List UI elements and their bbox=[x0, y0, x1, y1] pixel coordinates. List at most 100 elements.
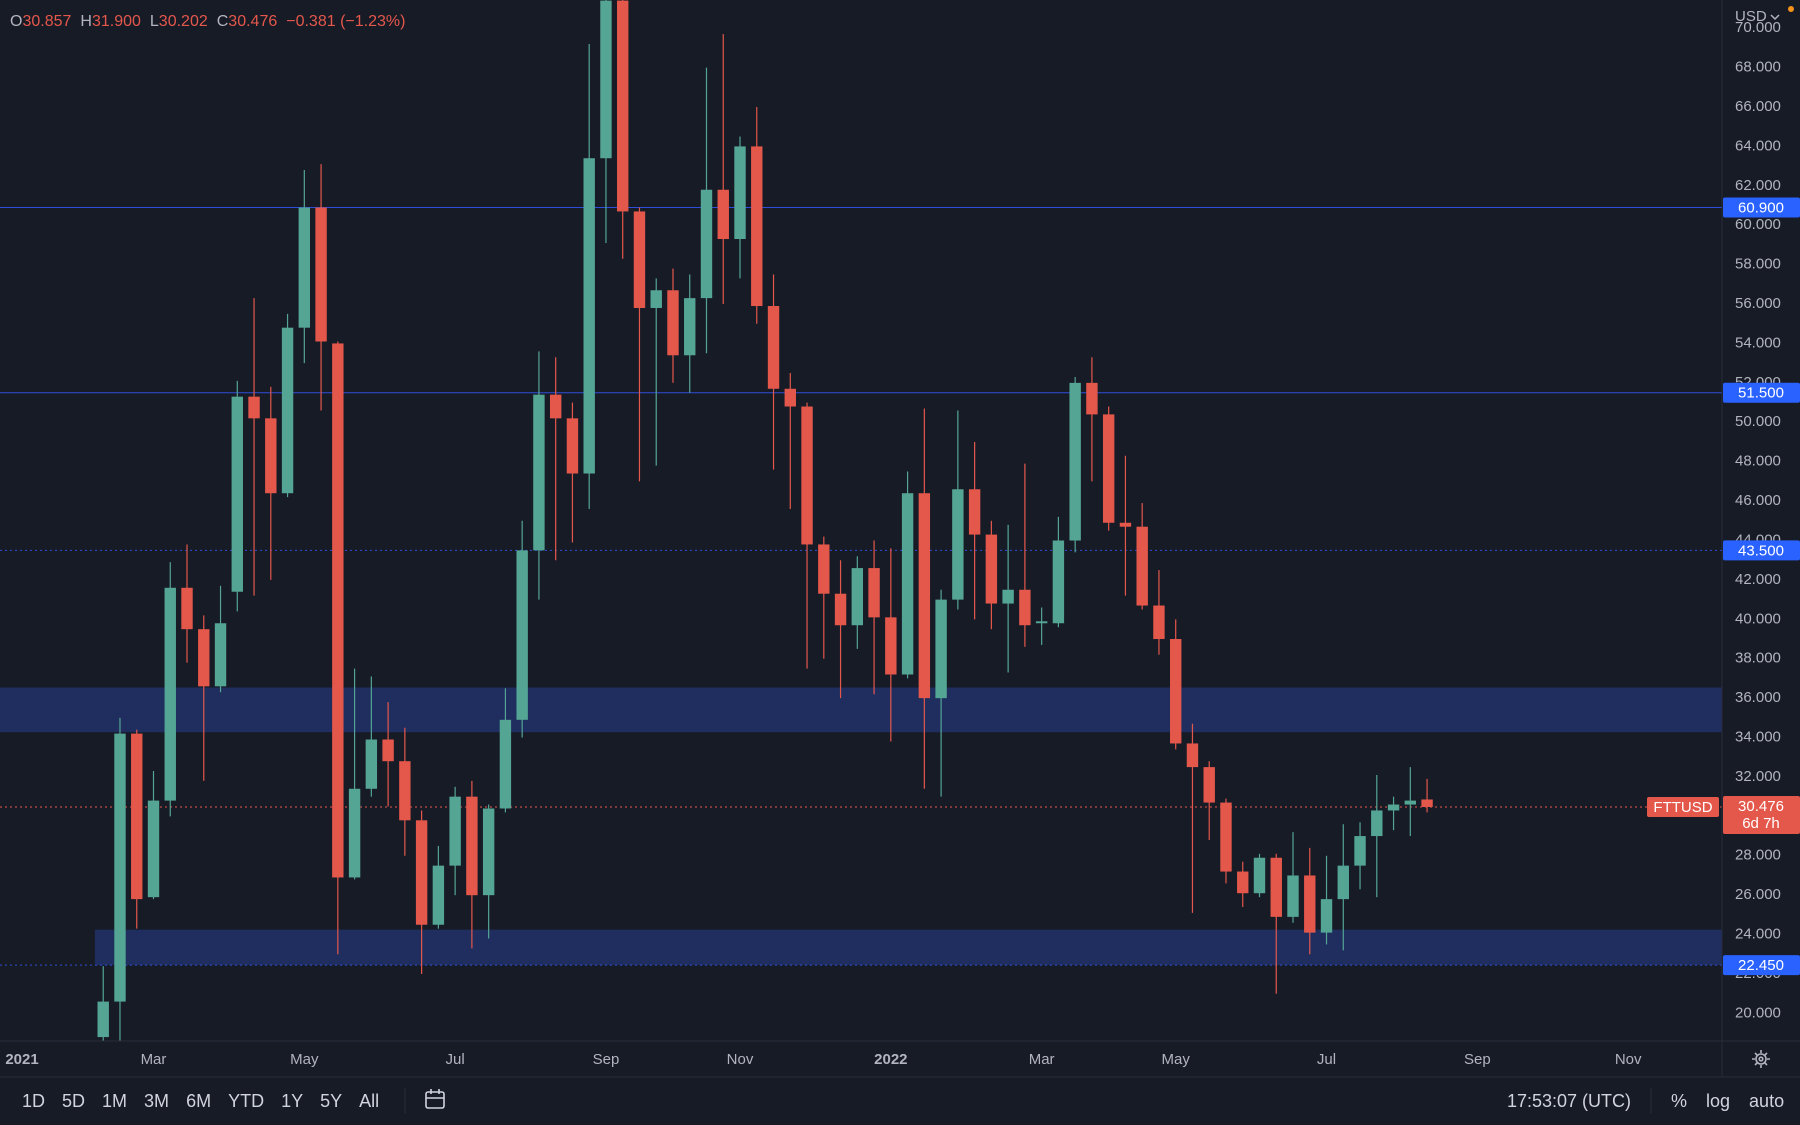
candle-body bbox=[1019, 589, 1031, 626]
candle-body bbox=[868, 568, 880, 618]
x-tick-label: Nov bbox=[727, 1051, 754, 1068]
candle-body bbox=[1404, 800, 1417, 805]
candle-body bbox=[1320, 899, 1333, 933]
settings-gear[interactable] bbox=[1752, 1050, 1770, 1068]
y-tick-label: 28.000 bbox=[1735, 847, 1781, 864]
x-tick-label: Sep bbox=[1464, 1051, 1491, 1068]
candle-body bbox=[332, 343, 344, 878]
candle-body bbox=[767, 306, 780, 389]
ohlc-legend: O30.857 H31.900 L30.202 C30.476 −0.381 (−1.2… bbox=[10, 13, 405, 30]
scale-option[interactable]: auto bbox=[1749, 1091, 1784, 1111]
candle-body bbox=[1421, 799, 1433, 807]
level-label-bg bbox=[1723, 197, 1800, 218]
scale-option[interactable]: log bbox=[1706, 1091, 1730, 1111]
ohlc-value: 30.857 bbox=[22, 13, 71, 30]
ohlc-value: 31.900 bbox=[92, 13, 141, 30]
level-label-bg bbox=[1723, 955, 1800, 976]
candle-body bbox=[583, 158, 595, 474]
candle-body bbox=[1035, 621, 1048, 624]
y-tick-label: 38.000 bbox=[1735, 650, 1781, 667]
last-price-label: 30.476 bbox=[1738, 798, 1784, 815]
candle-body bbox=[1203, 767, 1215, 803]
y-tick-label: 26.000 bbox=[1735, 886, 1781, 903]
ohlc-value: 30.202 bbox=[159, 13, 208, 30]
y-tick-label: 48.000 bbox=[1735, 453, 1781, 470]
candle-body bbox=[432, 865, 445, 925]
symbol-label-bg bbox=[1647, 796, 1719, 817]
candle-body bbox=[968, 489, 981, 535]
range-button[interactable]: 1M bbox=[102, 1091, 127, 1111]
candle-body bbox=[1186, 743, 1199, 768]
candle-body bbox=[516, 550, 528, 720]
candle-body bbox=[415, 820, 428, 925]
candle-body bbox=[885, 617, 897, 675]
level-label-bg bbox=[1723, 540, 1800, 561]
ohlc-key: C bbox=[217, 13, 229, 30]
candle-body bbox=[114, 733, 126, 1002]
bottom-toolbar: 1D 5D 1M 3M 6M YTD 1Y 5Y All 17:53:07 (UTC)% log au… bbox=[22, 1091, 1784, 1111]
ohlc-key: H bbox=[80, 13, 92, 30]
candle-body bbox=[684, 298, 696, 356]
x-tick-label: Mar bbox=[141, 1051, 167, 1068]
range-button[interactable]: 5Y bbox=[320, 1091, 342, 1111]
y-tick-label: 54.000 bbox=[1735, 334, 1781, 351]
candle-body bbox=[315, 207, 327, 342]
candle-body bbox=[482, 808, 495, 896]
candle-body bbox=[1371, 810, 1383, 837]
candle-body bbox=[1052, 540, 1065, 624]
candle-body bbox=[734, 146, 746, 240]
support-zone bbox=[94, 929, 1722, 966]
currency[interactable]: USD bbox=[1735, 8, 1767, 25]
level-label-bg bbox=[1723, 382, 1800, 403]
y-tick-label: 50.000 bbox=[1735, 413, 1781, 430]
candle-body bbox=[365, 739, 378, 789]
x-tick-label: Nov bbox=[1615, 1051, 1642, 1068]
candle-body bbox=[717, 189, 729, 240]
scale-option[interactable]: % bbox=[1671, 1091, 1687, 1111]
candle-body bbox=[1069, 382, 1081, 541]
level-label: 22.450 bbox=[1738, 957, 1784, 974]
last-price-bg bbox=[1723, 795, 1800, 834]
candle-body bbox=[533, 394, 545, 551]
range-button[interactable]: 3M bbox=[144, 1091, 169, 1111]
candle-body bbox=[650, 290, 662, 308]
y-tick-label: 56.000 bbox=[1735, 295, 1781, 312]
symbol-label: FTTUSD bbox=[1653, 799, 1712, 816]
range-button[interactable]: 1D bbox=[22, 1091, 45, 1111]
candle-body bbox=[164, 587, 176, 801]
candle-body bbox=[751, 146, 763, 307]
candle-body bbox=[1170, 639, 1182, 744]
candle-body bbox=[499, 719, 512, 809]
y-tick-label: 46.000 bbox=[1735, 492, 1781, 509]
x-tick-label: Mar bbox=[1029, 1051, 1055, 1068]
candle-body bbox=[784, 388, 796, 407]
x-tick-label: 2022 bbox=[874, 1051, 907, 1068]
candle-body bbox=[265, 418, 277, 494]
candle-body bbox=[198, 629, 210, 687]
candle-body bbox=[1387, 804, 1400, 811]
candle-body bbox=[1220, 802, 1232, 872]
candle-body bbox=[1270, 857, 1282, 917]
candle-body bbox=[298, 207, 311, 328]
candle-body bbox=[466, 796, 478, 896]
candle-body bbox=[214, 623, 227, 687]
candle-body bbox=[1337, 865, 1349, 900]
x-tick-label: May bbox=[1162, 1051, 1191, 1068]
candle-body bbox=[818, 544, 830, 594]
calendar-icon[interactable] bbox=[425, 1089, 445, 1109]
range-button[interactable]: 5D bbox=[62, 1091, 85, 1111]
range-button[interactable]: All bbox=[359, 1091, 379, 1111]
axes: 20.00022.00024.00026.00028.00030.00032.0… bbox=[5, 19, 1800, 1068]
range-button[interactable]: 6M bbox=[186, 1091, 211, 1111]
currency-caret[interactable] bbox=[1770, 14, 1780, 21]
range-button[interactable]: 1Y bbox=[281, 1091, 303, 1111]
candle-body bbox=[1002, 589, 1014, 604]
plot-area bbox=[0, 0, 1722, 1041]
range-button[interactable]: YTD bbox=[228, 1091, 264, 1111]
x-tick-label: Jul bbox=[1317, 1051, 1336, 1068]
candle-body bbox=[449, 796, 461, 866]
y-tick-label: 68.000 bbox=[1735, 59, 1781, 76]
status-dot bbox=[1788, 6, 1794, 12]
candle-body bbox=[1253, 857, 1266, 894]
